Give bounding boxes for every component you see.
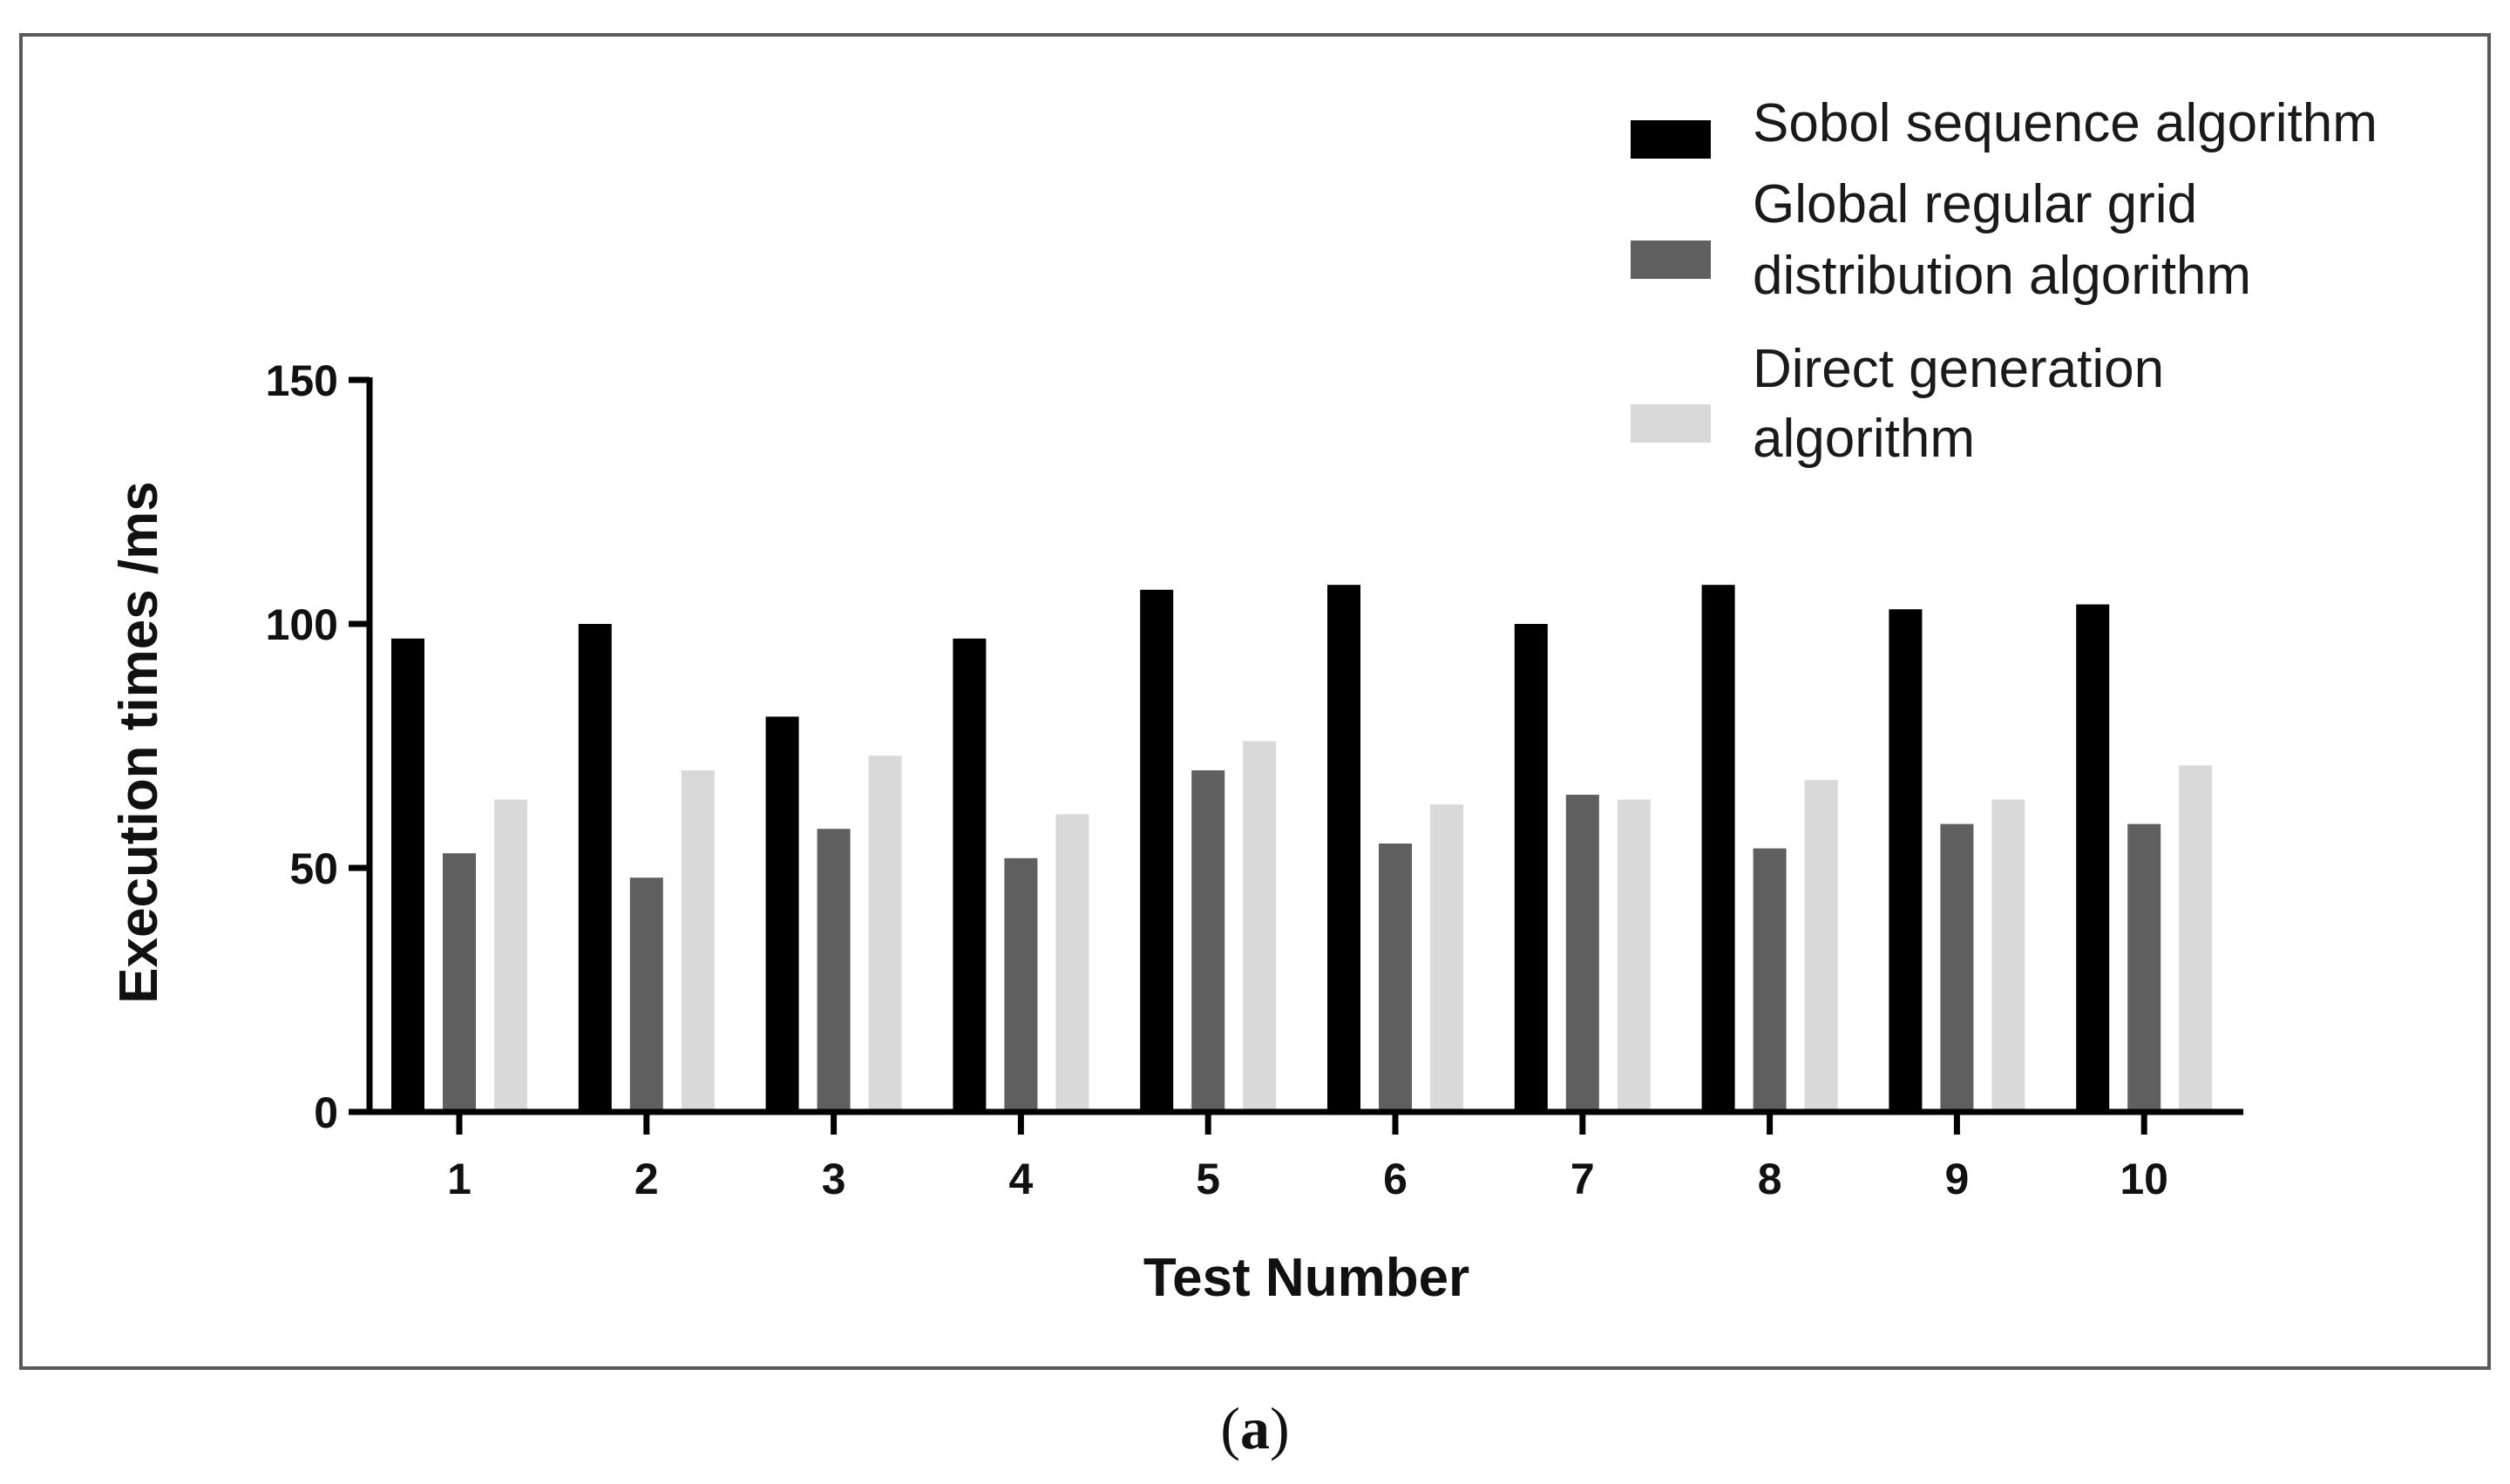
bar-series2-test-6 <box>1379 844 1412 1112</box>
bar-series3-test-6 <box>1430 804 1463 1112</box>
x-tick-label-9: 9 <box>1944 1155 1969 1203</box>
bar-chart: 0 50 100 150 1 2 3 4 5 6 7 8 9 10 Sobol sequence algo… <box>109 93 2378 1308</box>
bar-series2-test-10 <box>2127 823 2161 1112</box>
x-tick-label-3: 3 <box>822 1155 846 1203</box>
bar-series3-test-7 <box>1617 799 1651 1112</box>
bar-series1-test-1 <box>391 638 424 1112</box>
bar-series1-test-8 <box>1701 585 1735 1112</box>
bar-series1-test-6 <box>1327 585 1360 1112</box>
chart-frame: 0 50 100 150 1 2 3 4 5 6 7 8 9 10 Sobol sequence algo… <box>19 33 2491 1370</box>
bar-series3-test-3 <box>868 756 902 1112</box>
y-axis-title: Execution times /ms <box>109 481 169 1004</box>
bar-series1-test-2 <box>578 624 612 1112</box>
legend: Sobol sequence algorithm Global regular g… <box>1631 93 2378 469</box>
bar-series2-test-1 <box>443 853 476 1112</box>
bar-series1-test-7 <box>1514 624 1548 1112</box>
caption-open-paren: ( <box>1220 1395 1240 1461</box>
bar-series2-test-3 <box>817 829 851 1112</box>
bar-series3-test-10 <box>2179 765 2213 1112</box>
legend-swatch-1 <box>1631 120 1711 159</box>
x-tick-label-6: 6 <box>1383 1155 1408 1203</box>
x-axis-title: Test Number <box>1143 1248 1469 1308</box>
axes-layer: 0 50 100 150 1 2 3 4 5 6 7 8 9 10 <box>266 356 2243 1203</box>
bar-series1-test-5 <box>1140 589 1174 1112</box>
bar-series2-test-8 <box>1753 848 1787 1112</box>
bar-series2-test-5 <box>1191 770 1225 1112</box>
y-tick-label-0: 0 <box>314 1088 338 1137</box>
caption-close-paren: ) <box>1270 1395 1290 1461</box>
x-tick-label-2: 2 <box>634 1155 659 1203</box>
bar-series1-test-9 <box>1889 609 1923 1112</box>
x-tick-label-7: 7 <box>1570 1155 1595 1203</box>
x-tick-label-4: 4 <box>1008 1155 1033 1203</box>
bar-series2-test-7 <box>1565 795 1599 1112</box>
y-tick-label-100: 100 <box>266 600 338 649</box>
x-tick-label-5: 5 <box>1196 1155 1220 1203</box>
bar-series2-test-4 <box>1004 857 1038 1112</box>
caption-letter: a <box>1240 1395 1270 1461</box>
bar-series3-test-4 <box>1055 814 1089 1112</box>
y-tick-label-150: 150 <box>266 356 338 405</box>
bar-series1-test-4 <box>953 638 987 1112</box>
bar-series3-test-2 <box>681 770 715 1112</box>
legend-swatch-2 <box>1631 241 1711 279</box>
bar-series3-test-8 <box>1804 780 1838 1112</box>
bar-series2-test-9 <box>1940 823 1974 1112</box>
legend-label-2: Global regular grid distribution algorith… <box>1753 174 2251 306</box>
bar-series3-test-1 <box>494 799 527 1112</box>
bar-series3-test-9 <box>1991 799 2025 1112</box>
x-tick-label-10: 10 <box>2120 1155 2168 1203</box>
bars-layer <box>391 585 2213 1112</box>
x-tick-label-1: 1 <box>447 1155 471 1203</box>
y-tick-label-50: 50 <box>289 844 338 893</box>
x-tick-label-8: 8 <box>1758 1155 1782 1203</box>
bar-series1-test-10 <box>2076 604 2110 1112</box>
legend-label-1: Sobol sequence algorithm <box>1753 93 2378 153</box>
bar-series3-test-5 <box>1243 741 1277 1112</box>
figure-caption: (a) <box>0 1394 2510 1463</box>
bar-series2-test-2 <box>629 878 663 1112</box>
legend-label-3: Direct generation algorithm <box>1753 339 2164 469</box>
bar-series1-test-3 <box>765 716 799 1112</box>
legend-swatch-3 <box>1631 404 1711 443</box>
